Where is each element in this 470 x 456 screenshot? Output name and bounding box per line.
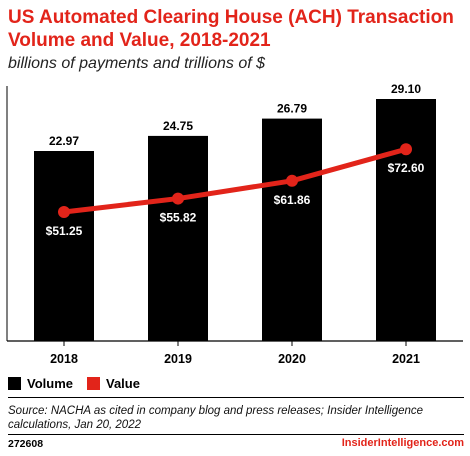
brand-logo: InsiderIntelligence.com	[341, 437, 464, 449]
x-tick-2021: 2021	[392, 352, 420, 366]
value-point-2019	[172, 192, 184, 205]
value-point-2020	[286, 174, 298, 187]
x-tick-2019: 2019	[164, 352, 192, 366]
value-label-2019: $55.82	[160, 211, 197, 225]
bar-2020	[262, 118, 322, 342]
value-point-2018	[58, 206, 70, 218]
legend: Volume Value	[8, 374, 154, 392]
chart-title: US Automated Clearing House (ACH) Transa…	[8, 7, 454, 51]
volume-bars	[34, 99, 436, 342]
legend-swatch-value	[87, 376, 100, 390]
legend-item-value: Value	[87, 376, 140, 391]
bar-label-2020: 26.79	[277, 102, 307, 116]
legend-label-volume: Volume	[27, 375, 73, 391]
value-label-2020: $61.86	[274, 193, 311, 207]
divider-bottom	[8, 434, 464, 435]
source-note: Source: NACHA as cited in company blog a…	[8, 405, 424, 431]
value-line	[58, 143, 412, 218]
value-label-2021: $72.60	[388, 161, 425, 175]
bar-label-2018: 22.97	[49, 134, 79, 148]
value-point-2021	[400, 143, 412, 156]
bar-2019	[148, 135, 208, 341]
axes: 2018 2019 2020 2021	[6, 86, 463, 366]
x-tick-2018: 2018	[50, 352, 78, 366]
chart-id: 272608	[8, 438, 44, 450]
chart-subtitle: billions of payments and trillions of $	[8, 55, 266, 72]
data-labels: 22.97 24.75 26.79 29.10 $51.25 $55.82 $61.86 $7…	[46, 82, 425, 238]
legend-swatch-volume	[8, 376, 21, 390]
bar-label-2021: 29.10	[391, 82, 421, 96]
value-label-2018: $51.25	[46, 224, 83, 238]
bar-label-2019: 24.75	[163, 119, 193, 133]
bar-2018	[34, 151, 94, 341]
bar-2021	[376, 99, 436, 341]
legend-item-volume: Volume	[8, 376, 73, 391]
divider-top	[8, 397, 464, 398]
value-series-line	[63, 146, 407, 215]
legend-label-value: Value	[106, 375, 140, 391]
x-tick-2020: 2020	[278, 352, 306, 366]
combo-chart: 2018 2019 2020 2021 22.97 24.75 26.79 29.10 $51…	[6, 82, 463, 366]
